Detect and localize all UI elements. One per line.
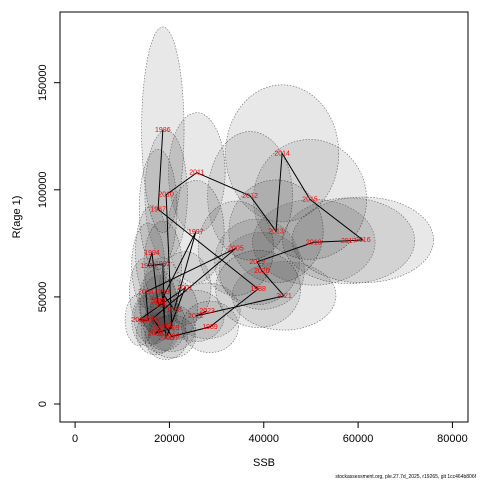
year-label: 1999 bbox=[154, 289, 170, 296]
year-label: 2021 bbox=[276, 293, 292, 300]
year-label: 2014 bbox=[274, 150, 290, 157]
year-label: 1992 bbox=[155, 261, 171, 268]
year-label: 2013 bbox=[268, 228, 284, 235]
y-axis-label: R(age 1) bbox=[11, 196, 23, 239]
y-tick-label: 50000 bbox=[37, 282, 49, 313]
year-label: 1991 bbox=[157, 322, 173, 329]
year-label: 2004 bbox=[138, 289, 154, 296]
year-label: 1998 bbox=[166, 307, 182, 314]
year-label: 1990 bbox=[164, 334, 180, 341]
x-tick-label: 60000 bbox=[343, 433, 374, 445]
year-label: 2016 bbox=[355, 237, 371, 244]
footer: stockassessment.org, ple.27.7d_2025, r19… bbox=[335, 474, 476, 480]
year-label: 2000 bbox=[158, 335, 174, 342]
year-label: 2022 bbox=[188, 313, 204, 320]
year-label: 2002 bbox=[131, 317, 147, 324]
year-label: 2007 bbox=[152, 326, 168, 333]
year-label: 2019 bbox=[249, 259, 265, 266]
year-label: 1993 bbox=[140, 263, 156, 270]
year-label: 2005 bbox=[228, 245, 244, 252]
year-label: 2020 bbox=[254, 268, 270, 275]
year-label: 2006 bbox=[145, 315, 161, 322]
x-tick-label: 40000 bbox=[248, 433, 279, 445]
year-label: 2023 bbox=[199, 308, 215, 315]
year-label: 2010 bbox=[158, 192, 174, 199]
year-label: 2012 bbox=[242, 193, 258, 200]
year-label: 2011 bbox=[189, 170, 204, 177]
year-label: 2008 bbox=[147, 330, 163, 337]
y-tick-label: 0 bbox=[37, 401, 49, 407]
year-label: 2017 bbox=[341, 238, 357, 245]
year-label: 2018 bbox=[306, 239, 322, 246]
x-tick-label: 80000 bbox=[437, 433, 468, 445]
year-label: 1986 bbox=[155, 127, 171, 134]
year-label: 1987 bbox=[150, 206, 166, 213]
y-tick-label: 100000 bbox=[37, 171, 49, 208]
year-label: 1989 bbox=[202, 324, 218, 331]
year-label: 1994 bbox=[144, 250, 160, 257]
year-label: 2003 bbox=[140, 317, 156, 324]
year-label: 1995 bbox=[150, 298, 166, 305]
x-axis-label: SSB bbox=[253, 457, 275, 469]
x-tick-label: 0 bbox=[72, 433, 78, 445]
year-label: 1997 bbox=[188, 229, 204, 236]
year-label: 1988 bbox=[250, 286, 266, 293]
trajectory-line bbox=[137, 129, 365, 339]
year-label: 2015 bbox=[302, 196, 318, 203]
year-label: 2001 bbox=[177, 285, 193, 292]
year-label: 1996 bbox=[151, 302, 167, 309]
x-tick-label: 20000 bbox=[154, 433, 185, 445]
year-label: 2009 bbox=[164, 325, 180, 332]
y-tick-label: 150000 bbox=[37, 64, 49, 101]
